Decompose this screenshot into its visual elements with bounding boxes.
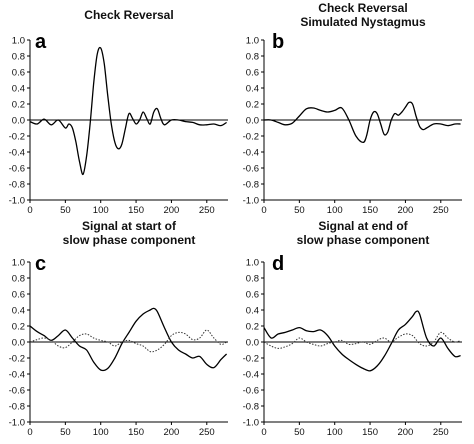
y-tick-label: -0.8 [9,179,25,190]
panel-d-title-line: slow phase component [297,233,430,247]
panel-b-title-line: Simulated Nystagmus [300,15,426,29]
y-tick-label: -0.4 [9,369,25,380]
x-tick-label: 250 [433,205,449,216]
y-tick-label: -0.4 [9,147,25,158]
x-tick-label: 150 [128,205,144,216]
series-line-dotted [29,329,227,353]
y-tick-label: 0.2 [12,321,25,332]
y-tick-label: -0.2 [9,131,25,142]
y-tick-label: 0.4 [12,83,25,94]
series-line-solid [29,307,228,372]
y-tick-label: -0.8 [243,179,259,190]
panel-a: Check Reversal a -1.0 -0.8 -0.6 -0.4 -0.2 0.0 0.… [9,8,228,216]
x-tick-label: 150 [128,427,144,438]
x-tick-label: 50 [294,205,305,216]
series-line-solid [263,101,461,144]
y-tick-label: 0.8 [12,273,25,284]
x-tick-label: 100 [327,427,343,438]
x-tick-label: 0 [261,205,266,216]
y-tick-label: 0.0 [246,115,259,126]
y-tick-label: -0.8 [243,401,259,412]
y-tick-label: 0.0 [246,337,259,348]
y-tick-label: -0.2 [243,131,259,142]
y-tick-label: 0.4 [12,305,25,316]
x-tick-label: 200 [163,427,179,438]
panel-b-title-line: Check Reversal [318,1,407,15]
x-tick-label: 200 [163,205,179,216]
series-line-solid [263,310,461,372]
x-tick-label: 50 [60,427,71,438]
y-tick-label: 0.0 [12,337,25,348]
panel-c-letter: c [35,253,46,275]
y-tick-label: -0.2 [9,353,25,364]
y-tick-label: 1.0 [246,257,259,268]
y-tick-label: -0.4 [243,147,259,158]
panel-d-letter: d [272,253,284,275]
y-tick-label: 1.0 [12,257,25,268]
y-tick-label: -1.0 [243,195,259,206]
y-tick-label: 0.2 [246,99,259,110]
series-line-dotted [263,331,461,349]
panel-a-letter: a [35,31,47,53]
y-tick-label: -0.8 [9,401,25,412]
y-tick-label: 0.0 [12,115,25,126]
x-tick-label: 250 [199,427,215,438]
y-tick-label: 0.4 [246,83,259,94]
y-tick-label: 0.6 [246,67,259,78]
x-tick-label: 100 [93,205,109,216]
x-tick-label: 250 [199,205,215,216]
y-tick-label: -0.6 [243,385,259,396]
panel-d-title-line: Signal at end of [318,219,408,233]
panel-c-title-line: Signal at start of [82,219,177,233]
y-tick-label: -1.0 [9,417,25,428]
y-tick-label: 0.8 [12,51,25,62]
panel-a-title-line: Check Reversal [84,8,173,22]
y-tick-label: -0.6 [9,385,25,396]
x-tick-label: 200 [397,427,413,438]
y-tick-label: -0.2 [243,353,259,364]
y-tick-label: -1.0 [9,195,25,206]
x-tick-label: 100 [93,427,109,438]
y-tick-label: 1.0 [12,35,25,46]
y-tick-label: 0.6 [12,67,25,78]
y-tick-label: 0.8 [246,51,259,62]
panel-c-title-line: slow phase component [63,233,196,247]
y-tick-label: 0.6 [246,289,259,300]
y-tick-label: 0.4 [246,305,259,316]
x-tick-label: 0 [27,427,32,438]
y-tick-label: -0.4 [243,369,259,380]
y-tick-label: 0.8 [246,273,259,284]
x-tick-label: 200 [397,205,413,216]
panel-b-letter: b [272,31,284,53]
y-tick-label: 1.0 [246,35,259,46]
x-tick-label: 50 [60,205,71,216]
x-tick-label: 0 [261,427,266,438]
y-tick-label: -0.6 [9,163,25,174]
y-tick-label: 0.6 [12,289,25,300]
x-tick-label: 250 [433,427,449,438]
y-tick-label: 0.2 [246,321,259,332]
x-tick-label: 100 [327,205,343,216]
y-tick-label: 0.2 [12,99,25,110]
x-tick-label: 50 [294,427,305,438]
y-tick-label: -0.6 [243,163,259,174]
x-tick-label: 150 [362,427,378,438]
series-line-solid [29,46,227,176]
y-tick-label: -1.0 [243,417,259,428]
x-tick-label: 0 [27,205,32,216]
x-tick-label: 150 [362,205,378,216]
